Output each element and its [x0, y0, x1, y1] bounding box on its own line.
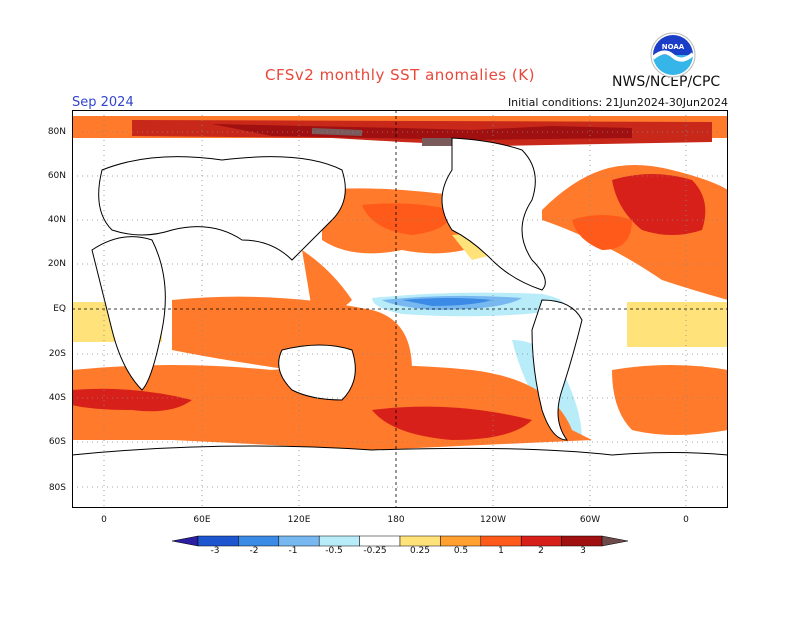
colorbar-swatch: [440, 535, 482, 547]
colorbar-swatch: [172, 535, 199, 547]
lon-label: 180: [387, 515, 405, 525]
colorbar-tick-label: -3: [210, 546, 220, 556]
colorbar-tick-label: 0.25: [409, 546, 431, 556]
lon-label: 60E: [193, 515, 211, 525]
logo-text: NOAA: [662, 43, 685, 51]
lon-label: 120W: [479, 515, 507, 525]
colorbar-swatch: [318, 535, 360, 547]
lat-label: 40S: [48, 393, 66, 403]
initial-conditions: Initial conditions: 21Jun2024-30Jun2024: [507, 96, 728, 109]
colorbar-swatch: [561, 535, 603, 547]
colorbar-swatch: [601, 535, 628, 547]
colorbar-swatch: [399, 535, 441, 547]
colorbar-tick-label: -0.25: [363, 546, 387, 556]
lat-label: 60N: [47, 171, 66, 181]
lat-label: 60S: [48, 437, 66, 447]
chart-title: CFSv2 monthly SST anomalies (K): [265, 66, 535, 84]
lat-label: 80N: [47, 127, 66, 137]
lat-label: 20S: [48, 349, 66, 359]
lon-label: 0: [683, 515, 689, 525]
lat-label: 80S: [48, 483, 66, 493]
forecast-month: Sep 2024: [72, 95, 134, 110]
colorbar: [172, 535, 628, 547]
noaa-logo: NOAA: [650, 32, 696, 78]
lon-label: 60W: [579, 515, 601, 525]
lat-label: 40N: [47, 215, 66, 225]
lat-label: 20N: [47, 259, 66, 269]
agency-label: NWS/NCEP/CPC: [612, 74, 721, 90]
colorbar-tick-label: 2: [538, 546, 544, 556]
colorbar-tick-label: 0.5: [453, 546, 469, 556]
colorbar-swatch: [359, 535, 401, 547]
lon-label: 120E: [287, 515, 311, 525]
colorbar-tick-label: 1: [498, 546, 504, 556]
colorbar-tick-label: 3: [580, 546, 586, 556]
colorbar-tick-label: -1: [288, 546, 298, 556]
colorbar-swatch: [520, 535, 562, 547]
colorbar-swatch: [238, 535, 280, 547]
lat-label: EQ: [53, 304, 66, 314]
sst-anomaly-map: [72, 110, 728, 508]
lon-label: 0: [101, 515, 107, 525]
colorbar-swatch: [278, 535, 320, 547]
colorbar-tick-label: -2: [249, 546, 259, 556]
colorbar-tick-label: -0.5: [325, 546, 343, 556]
colorbar-swatch: [480, 535, 522, 547]
colorbar-swatch: [197, 535, 239, 547]
